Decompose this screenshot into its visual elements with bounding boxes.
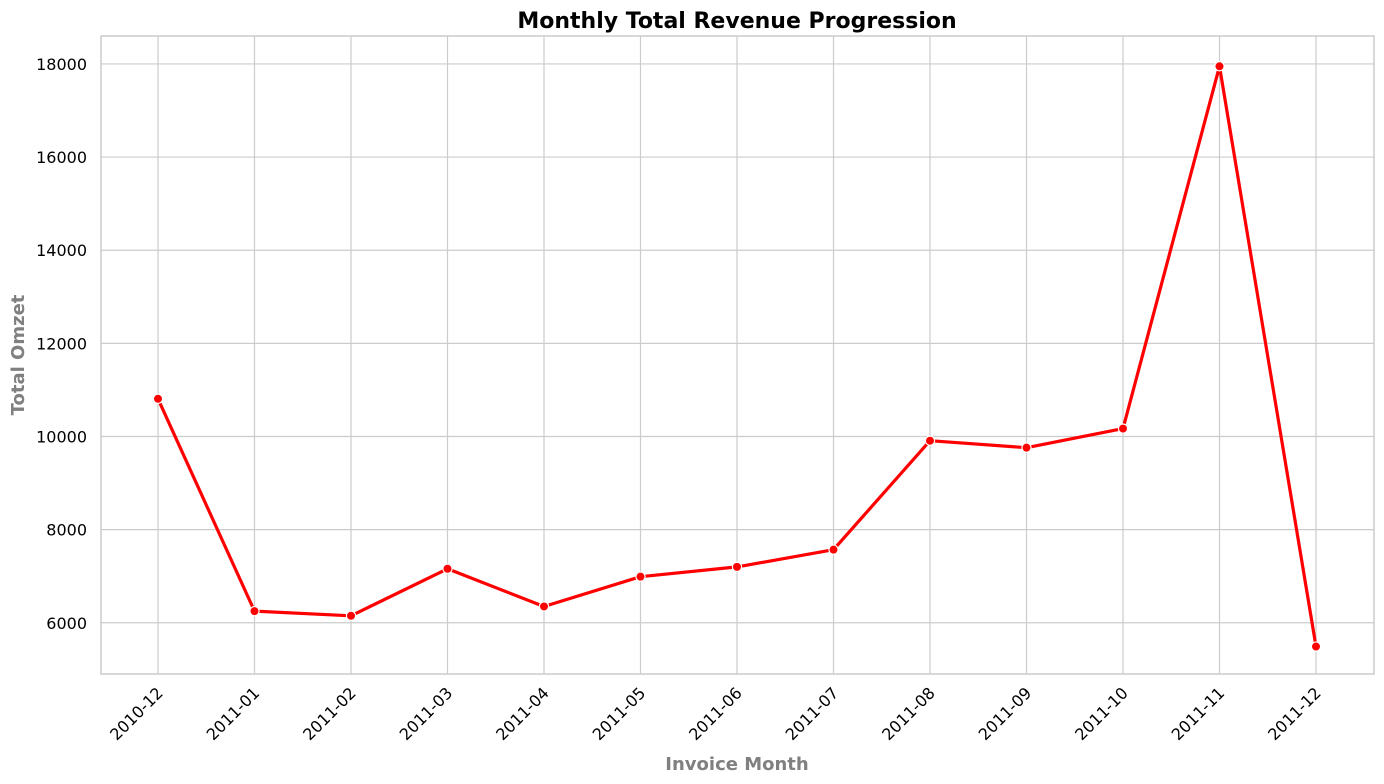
data-point xyxy=(828,544,839,555)
y-tick-label: 18000 xyxy=(36,55,87,74)
data-point xyxy=(1310,641,1322,652)
data-point xyxy=(152,393,164,404)
y-tick-label: 10000 xyxy=(36,427,87,446)
x-tick-label: 2011-11 xyxy=(1168,683,1229,744)
x-tick-label: 2011-10 xyxy=(1071,683,1132,744)
y-tick-labels: 6000 8000 10000 12000 14000 16000 18000 xyxy=(36,55,87,633)
data-point xyxy=(442,563,453,574)
chart-title: Monthly Total Revenue Progression xyxy=(517,9,956,34)
grid-lines xyxy=(101,36,1374,674)
x-tick-labels: 2010-12 2011-01 2011-02 2011-03 2011-04 2011-… xyxy=(106,683,1325,744)
x-axis-label: Invoice Month xyxy=(665,754,808,775)
x-tick-label: 2011-06 xyxy=(685,683,746,744)
y-tick-label: 16000 xyxy=(36,148,87,167)
x-tick-label: 2011-03 xyxy=(396,683,457,744)
series-layer xyxy=(152,61,1322,652)
data-point xyxy=(731,561,743,573)
y-tick-label: 6000 xyxy=(46,614,87,633)
data-point xyxy=(345,610,357,621)
y-tick-label: 14000 xyxy=(36,241,87,260)
x-tick-label: 2011-07 xyxy=(782,683,843,744)
data-point xyxy=(1021,442,1032,453)
y-tick-label: 8000 xyxy=(46,521,87,540)
x-tick-label: 2011-02 xyxy=(299,683,360,744)
data-point xyxy=(538,601,550,612)
x-tick-label: 2010-12 xyxy=(106,683,167,744)
x-tick-label: 2011-04 xyxy=(492,683,553,744)
y-axis-label: Total Omzet xyxy=(8,294,29,415)
x-tick-label: 2011-01 xyxy=(203,683,264,744)
x-tick-label: 2011-12 xyxy=(1264,683,1325,744)
data-point xyxy=(924,435,936,446)
x-tick-label: 2011-08 xyxy=(878,683,939,744)
data-point xyxy=(1117,423,1129,434)
x-tick-label: 2011-05 xyxy=(589,683,650,744)
y-tick-label: 12000 xyxy=(36,334,87,353)
x-tick-label: 2011-09 xyxy=(975,683,1036,744)
data-point xyxy=(249,605,260,617)
data-point xyxy=(635,571,646,582)
data-point xyxy=(1214,61,1225,72)
plot-area-frame xyxy=(100,35,1375,675)
